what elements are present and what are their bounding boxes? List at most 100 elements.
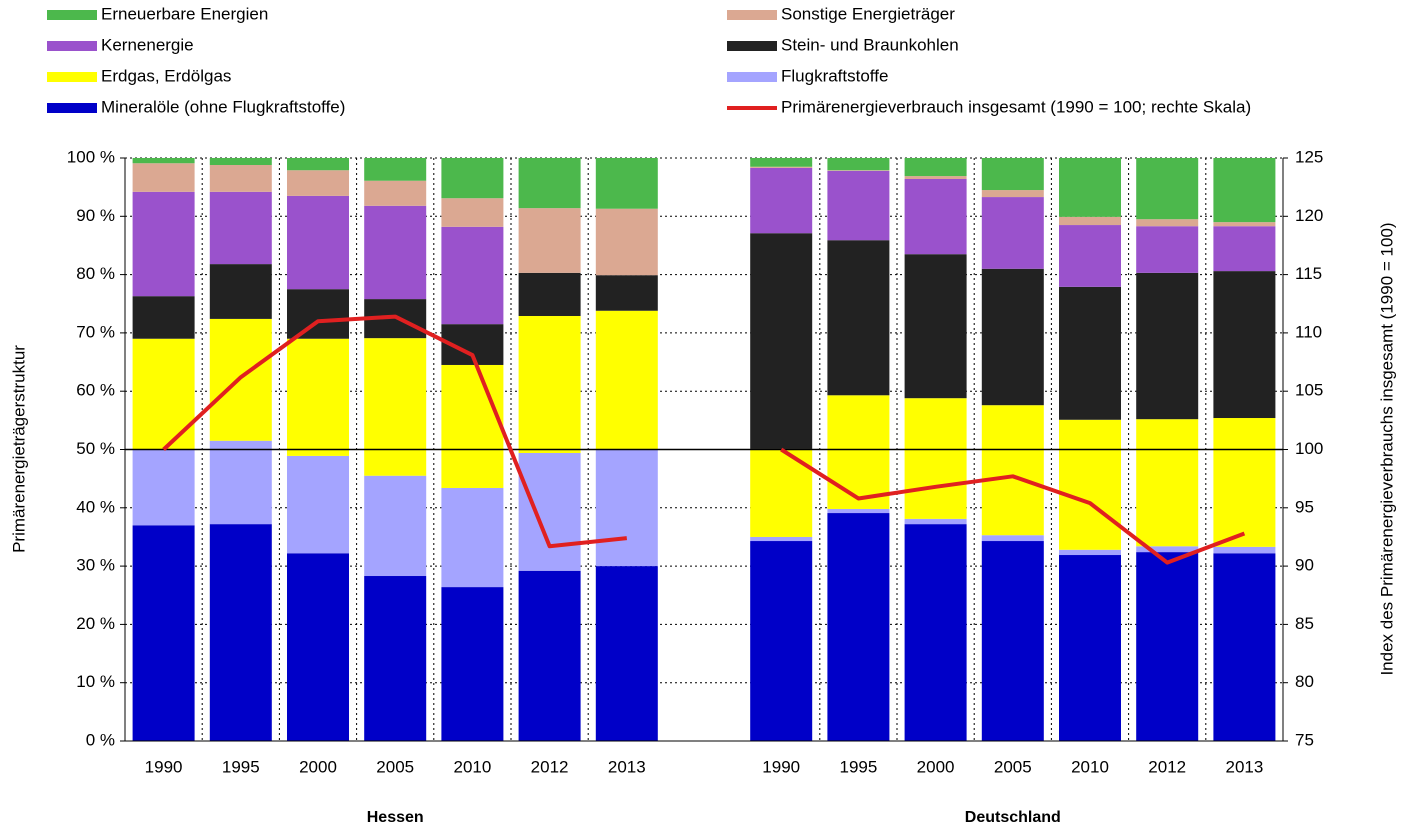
y-tick-label: 80 % [76, 264, 115, 283]
group-label: Hessen [367, 809, 424, 826]
group-label: Deutschland [965, 809, 1061, 826]
bar-segment [1136, 552, 1199, 741]
bar-segment [1059, 419, 1121, 550]
bar-segment [595, 310, 658, 449]
bar-segment [132, 449, 195, 526]
bar-segment [518, 158, 581, 209]
bar-segment [750, 233, 813, 449]
bar-segment [595, 566, 658, 741]
bar-segment [750, 167, 813, 234]
y2-tick-label: 100 [1295, 439, 1323, 458]
bar-segment [287, 170, 349, 196]
bar-segment [1136, 546, 1199, 553]
bar-segment [981, 535, 1044, 542]
bar-segment [904, 398, 967, 519]
bar-segment [287, 195, 349, 290]
bar-segment [827, 158, 890, 171]
bar-segment [132, 191, 195, 297]
bar-segment [750, 166, 813, 168]
bar-segment [750, 158, 813, 167]
bar-segment [981, 405, 1044, 536]
legend-label: Sonstige Energieträger [781, 4, 955, 23]
y-tick-label: 60 % [76, 381, 115, 400]
legend-swatch [727, 41, 777, 51]
bar-segment [904, 158, 967, 177]
legend-swatch [727, 10, 777, 20]
bar-segment [441, 198, 504, 227]
bar-segment [904, 254, 967, 399]
y-axis-label: Primärenergieträgerstruktur [9, 345, 28, 553]
bar-segment [1059, 225, 1121, 287]
bar-segment [1059, 216, 1121, 226]
line-series [162, 314, 1246, 565]
y-tick-label: 10 % [76, 672, 115, 691]
bar-segment [1136, 226, 1199, 273]
bar-segment [209, 164, 272, 192]
bar-segment [1059, 286, 1121, 420]
legend-label: Primärenergieverbrauch insgesamt (1990 =… [781, 97, 1251, 116]
bar-segment [132, 338, 195, 450]
bar-segment [1213, 418, 1276, 547]
bar-segment [750, 541, 813, 741]
y2-tick-label: 125 [1295, 147, 1323, 166]
x-tick-label: 2005 [376, 757, 414, 776]
bar-segment [1213, 271, 1276, 419]
bar-segment [1136, 219, 1199, 227]
legend-swatch [47, 103, 97, 113]
bar-segment [1059, 158, 1121, 217]
bar-segment [1059, 555, 1121, 741]
bar-segment [904, 518, 967, 525]
bar-segment [441, 158, 504, 199]
bar-segment [1059, 549, 1121, 556]
bar-segment [595, 448, 658, 567]
y-tick-label: 70 % [76, 322, 115, 341]
legend-label: Kernenergie [101, 35, 194, 54]
y2-tick-label: 115 [1295, 264, 1322, 283]
bar-segment [132, 525, 195, 741]
bar-segment [1213, 546, 1276, 554]
bar-segment [209, 524, 272, 741]
bar-segment [595, 208, 658, 276]
y-tick-label: 50 % [76, 439, 115, 458]
bar-segment [981, 268, 1044, 406]
bar-segment [518, 208, 581, 273]
y2-axis-label: Index des Primärenergieverbrauchs insges… [1377, 222, 1396, 675]
bar-segment [364, 158, 427, 181]
bar-segment [981, 190, 1044, 198]
x-tick-label: 2010 [453, 757, 491, 776]
bar-segment [904, 178, 967, 255]
legend-label: Mineralöle (ohne Flugkraftstoffe) [101, 97, 345, 116]
bar-segment [364, 180, 427, 206]
bar-segment [364, 475, 427, 577]
bar-segment [287, 553, 349, 741]
bar-segment [595, 158, 658, 209]
bar-segment [518, 452, 581, 571]
bar-segment [441, 226, 504, 325]
y2-tick-label: 90 [1295, 556, 1314, 575]
bar-segment [287, 289, 349, 339]
bar-segment [518, 272, 581, 316]
y2-tick-label: 110 [1295, 322, 1322, 341]
bar-segment [209, 158, 272, 165]
x-tick-label: 2000 [299, 757, 337, 776]
legend-label: Flugkraftstoffe [781, 66, 888, 85]
bar-segment [209, 264, 272, 319]
bar-segment [750, 536, 813, 542]
y-tick-label: 20 % [76, 614, 115, 633]
bar-segment [1136, 419, 1199, 547]
x-tick-label: 2013 [1225, 757, 1263, 776]
bar-segment [364, 205, 427, 300]
x-tick-label: 2005 [994, 757, 1032, 776]
bar-segment [827, 240, 890, 396]
bar-segment [827, 513, 890, 741]
bar-segment [904, 176, 967, 179]
bar-segment [827, 508, 890, 514]
y2-tick-label: 105 [1295, 381, 1323, 400]
bar-segment [1213, 222, 1276, 227]
y-tick-label: 90 % [76, 206, 115, 225]
x-tick-label: 1995 [839, 757, 877, 776]
y-tick-label: 40 % [76, 497, 115, 516]
x-tick-label: 1990 [762, 757, 800, 776]
bar-segment [132, 163, 195, 192]
